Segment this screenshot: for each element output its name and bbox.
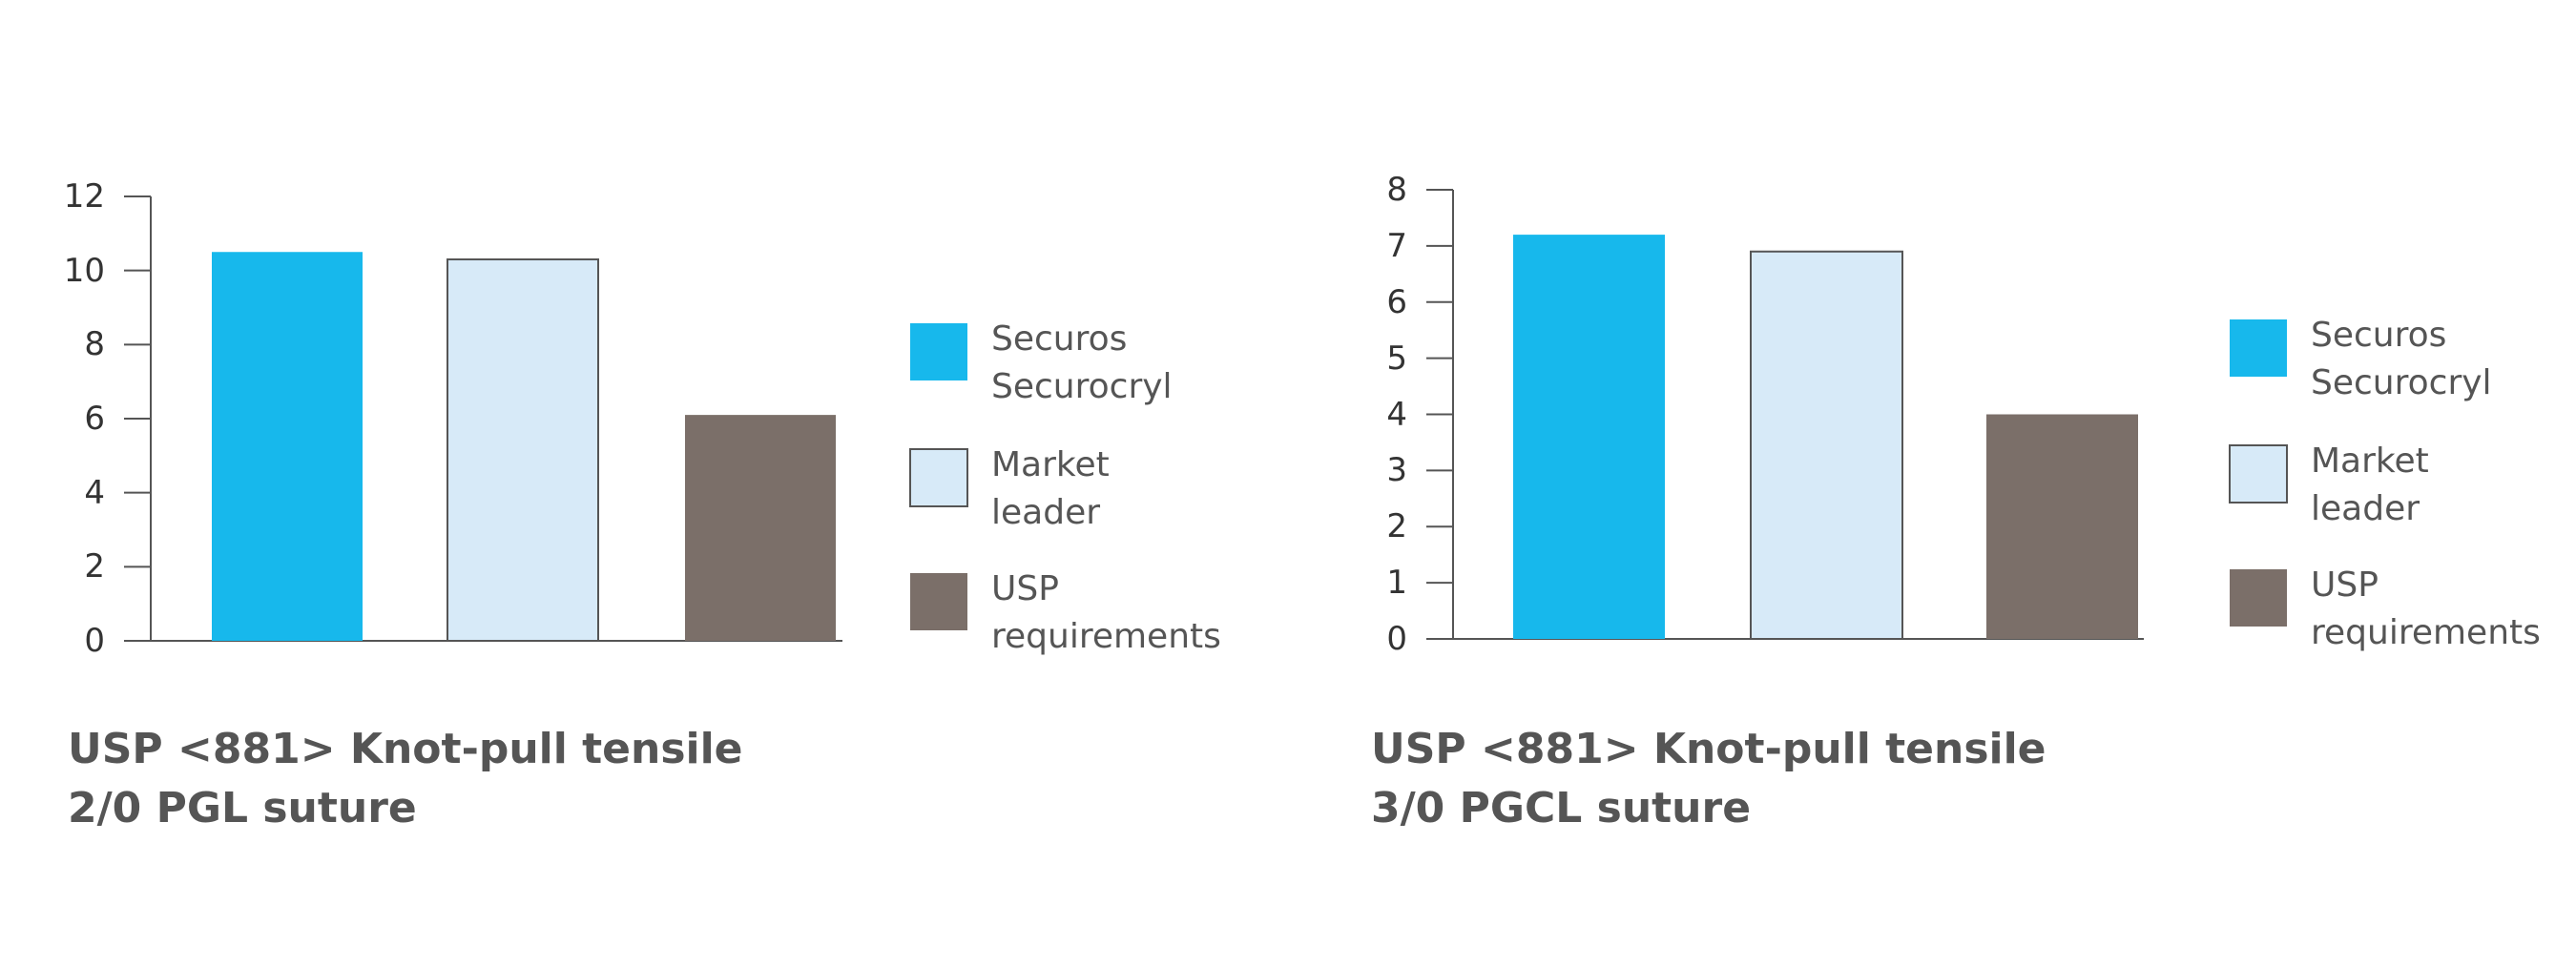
y-tick-label: 2: [84, 547, 105, 586]
legend-swatch: [2229, 444, 2288, 504]
y-tick-label: 0: [84, 622, 105, 660]
y-tick-label: 4: [84, 473, 105, 512]
legend-label: Market leader: [991, 445, 1110, 532]
y-tick-label: 8: [84, 325, 105, 364]
y-tick-label: 0: [1386, 620, 1407, 658]
y-tick-label: 10: [63, 251, 105, 290]
y-tick-label: 8: [1386, 171, 1407, 209]
chart-title: USP <881> Knot-pull tensile 3/0 PGCL sut…: [1371, 725, 2046, 832]
bar: [1513, 235, 1665, 639]
y-tick-label: 6: [84, 400, 105, 438]
bar: [447, 258, 599, 642]
legend-swatch: [2230, 319, 2287, 377]
bar: [685, 415, 836, 641]
y-tick-label: 2: [1386, 507, 1407, 546]
y-tick-label: 1: [1386, 564, 1407, 603]
y-tick-label: 6: [1386, 282, 1407, 321]
legend-label: USP requirements: [991, 569, 1221, 656]
bar: [212, 252, 363, 641]
y-tick-label: 4: [1386, 395, 1407, 434]
legend-label: Securos Securocryl: [991, 319, 1173, 406]
legend-swatch: [2230, 569, 2287, 627]
legend-swatch: [910, 323, 967, 380]
chart-title: USP <881> Knot-pull tensile 2/0 PGL sutu…: [68, 725, 743, 832]
legend-swatch: [909, 448, 968, 507]
legend-label: Market leader: [2311, 442, 2429, 528]
legend-swatch: [910, 573, 967, 630]
y-tick-label: 7: [1386, 226, 1407, 265]
y-tick-label: 12: [63, 177, 105, 216]
bar: [1986, 414, 2138, 639]
legend-label: Securos Securocryl: [2311, 316, 2492, 402]
y-tick-label: 5: [1386, 339, 1407, 378]
legend-label: USP requirements: [2311, 565, 2541, 652]
y-tick-label: 3: [1386, 451, 1407, 490]
bar: [1750, 250, 1903, 640]
